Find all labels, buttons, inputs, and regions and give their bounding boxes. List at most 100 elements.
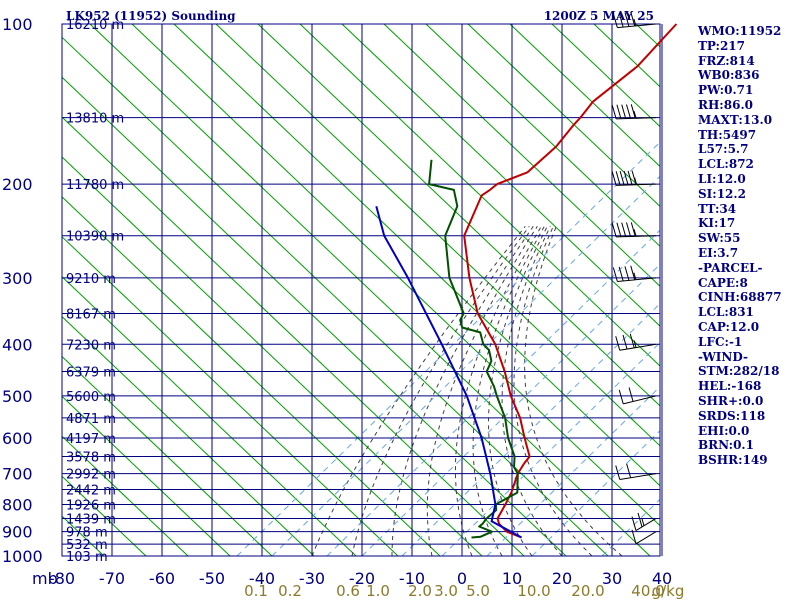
index-entry: EI:3.7 (698, 245, 739, 260)
index-entry: -PARCEL- (698, 260, 763, 275)
moist-adiabat-line (311, 225, 526, 557)
mixing-ratio-label: 0.2 (278, 582, 302, 600)
wind-barb-staff (619, 343, 657, 351)
dry-adiabat-line (257, 23, 661, 407)
dry-adiabat-line (61, 116, 525, 557)
wind-barb-half-feather (634, 177, 638, 185)
temperature-tick-label: 30 (602, 569, 622, 588)
wind-barb-feather (637, 512, 643, 528)
stability-indices-panel: WMO:11952 TP:217 FRZ:814 WB0:836 PW:0.71 RH:8… (698, 24, 798, 468)
grid-lines (61, 23, 663, 557)
pressure-tick-label: 900 (2, 523, 33, 542)
dry-adiabat-line (61, 36, 609, 557)
wind-barb-half-feather (633, 340, 637, 348)
wind-barb-feather (612, 13, 618, 28)
dry-adiabat-line (593, 23, 661, 88)
index-entry: STM:282/18 (698, 364, 780, 379)
moist-adiabat-line (524, 226, 623, 557)
pressure-tick-label: 500 (2, 387, 33, 406)
height-label: 16210 m (66, 18, 124, 33)
dry-adiabat-line (425, 23, 661, 247)
mixing-ratio-line (401, 303, 661, 557)
pressure-tick-label: 300 (2, 269, 33, 288)
index-entry: TP:217 (698, 38, 746, 53)
dry-adiabat-line (89, 23, 651, 557)
wind-barb-feather (612, 267, 618, 282)
moist-adiabat-line (472, 226, 545, 557)
wind-barb-staff (617, 23, 657, 29)
dry-adiabat-line (61, 76, 567, 557)
mixing-ratio-label: 10.0 (517, 582, 550, 600)
mixing-ratio-label: 3.0 (434, 582, 458, 600)
pressure-tick-label: 800 (2, 495, 33, 514)
index-entry: CAP:12.0 (698, 319, 760, 334)
index-entry: SRDS:118 (698, 408, 766, 423)
index-entry: BRN:0.1 (698, 438, 754, 453)
temperature-tick-label: -10 (399, 569, 425, 588)
height-label: 8167 m (66, 307, 116, 322)
background-lines (61, 23, 661, 557)
parcel-profile-line (375, 205, 522, 539)
mixing-ratio-line (236, 141, 661, 557)
wind-barb-feather (631, 529, 637, 544)
mixing-ratio-label: 5.0 (466, 582, 490, 600)
height-label: 13810 m (66, 112, 124, 127)
wind-barb-staff (635, 531, 657, 545)
mixing-ratio-label: 2.0 (408, 582, 432, 600)
wind-barb-feather (631, 170, 637, 185)
index-entry: KI:17 (698, 216, 736, 231)
wind-barb-feather (618, 12, 624, 28)
pressure-tick-label: 700 (2, 465, 33, 484)
mixing-ratio-label: g/kg (652, 582, 685, 600)
mixing-ratio-label: 0.1 (244, 582, 268, 600)
wind-barb-staff (623, 395, 657, 405)
wind-barb-feather (630, 104, 636, 119)
wind-barb-feather (615, 336, 621, 351)
dry-adiabat-line (173, 23, 661, 487)
wind-barb-feather (611, 171, 617, 186)
mixing-ratio-line (486, 386, 661, 557)
index-entry: -WIND- (698, 349, 748, 364)
moist-adiabat-line (391, 226, 534, 556)
wind-barb-feather (623, 170, 629, 186)
height-label: 1926 m (66, 498, 116, 513)
wind-barb-feather (616, 104, 622, 119)
temperature-tick-label: -60 (149, 569, 175, 588)
wind-barb-feather (631, 516, 637, 531)
wind-barb-half-feather (633, 229, 637, 237)
wind-barb-half-feather (633, 18, 637, 27)
index-entry: TT:34 (698, 201, 737, 216)
height-label: 11780 m (66, 178, 124, 193)
index-entry: SI:12.2 (698, 186, 746, 201)
index-entry: RH:86.0 (698, 97, 753, 112)
dry-adiabat-line (383, 23, 661, 287)
pressure-tick-label: 400 (2, 335, 33, 354)
index-entry: EHI:0.0 (698, 423, 750, 438)
dry-adiabat-line (635, 23, 661, 48)
dry-adiabat-line (61, 196, 441, 557)
height-label: 9210 m (66, 272, 116, 287)
height-label: 4197 m (66, 432, 116, 447)
temperature-tick-label: 0 (457, 569, 467, 588)
dry-adiabat-line (467, 23, 661, 207)
temperature-profile-line (463, 23, 678, 539)
index-entry: MAXT:13.0 (698, 112, 773, 127)
temperature-tick-label: -30 (299, 569, 325, 588)
height-label: 5600 m (66, 390, 116, 405)
temperature-tick-label: -70 (99, 569, 125, 588)
time-title: 1200Z 5 MAY 25 (544, 9, 654, 23)
wind-barb-feather (619, 170, 625, 186)
wind-barb-feather (626, 463, 632, 478)
index-entry: SW:55 (698, 231, 741, 246)
temperature-tick-label: -50 (199, 569, 225, 588)
wind-barb-half-feather (633, 111, 637, 119)
x-unit-label: mb (32, 569, 58, 588)
index-entry: SHR+:0.0 (698, 393, 764, 408)
height-label: 2992 m (66, 468, 116, 483)
index-entry: FRZ:814 (698, 53, 755, 68)
wind-barb-feather (615, 171, 621, 186)
index-entry: L57:5.7 (698, 142, 749, 157)
wind-barb-feather (618, 266, 624, 282)
dewpoint-profile-line (428, 159, 519, 539)
mixing-ratio-line (326, 229, 661, 557)
